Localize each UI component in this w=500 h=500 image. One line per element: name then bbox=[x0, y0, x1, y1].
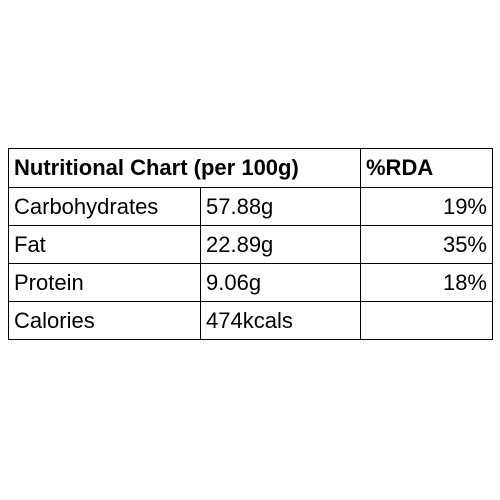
rda-percent: 35% bbox=[360, 225, 493, 264]
nutrient-name: Carbohydrates bbox=[8, 187, 201, 226]
rda-percent: 18% bbox=[360, 263, 493, 302]
table-row: Calories 474kcals bbox=[8, 301, 493, 340]
table-row: Fat 22.89g 35% bbox=[8, 225, 493, 264]
amount: 9.06g bbox=[200, 263, 361, 302]
rda-percent: 19% bbox=[360, 187, 493, 226]
table-row: Protein 9.06g 18% bbox=[8, 263, 493, 302]
header-row: Nutritional Chart (per 100g) %RDA bbox=[8, 148, 493, 188]
table-body: Nutritional Chart (per 100g) %RDA Carboh… bbox=[8, 148, 493, 340]
header-title: Nutritional Chart (per 100g) bbox=[8, 148, 361, 188]
nutrition-table: Nutritional Chart (per 100g) %RDA Carboh… bbox=[8, 148, 493, 340]
table-row: Carbohydrates 57.88g 19% bbox=[8, 187, 493, 226]
amount: 57.88g bbox=[200, 187, 361, 226]
nutrient-name: Protein bbox=[8, 263, 201, 302]
amount: 474kcals bbox=[200, 301, 361, 340]
nutrient-name: Fat bbox=[8, 225, 201, 264]
amount: 22.89g bbox=[200, 225, 361, 264]
rda-percent bbox=[360, 301, 493, 340]
nutrient-name: Calories bbox=[8, 301, 201, 340]
header-rda: %RDA bbox=[360, 148, 493, 188]
